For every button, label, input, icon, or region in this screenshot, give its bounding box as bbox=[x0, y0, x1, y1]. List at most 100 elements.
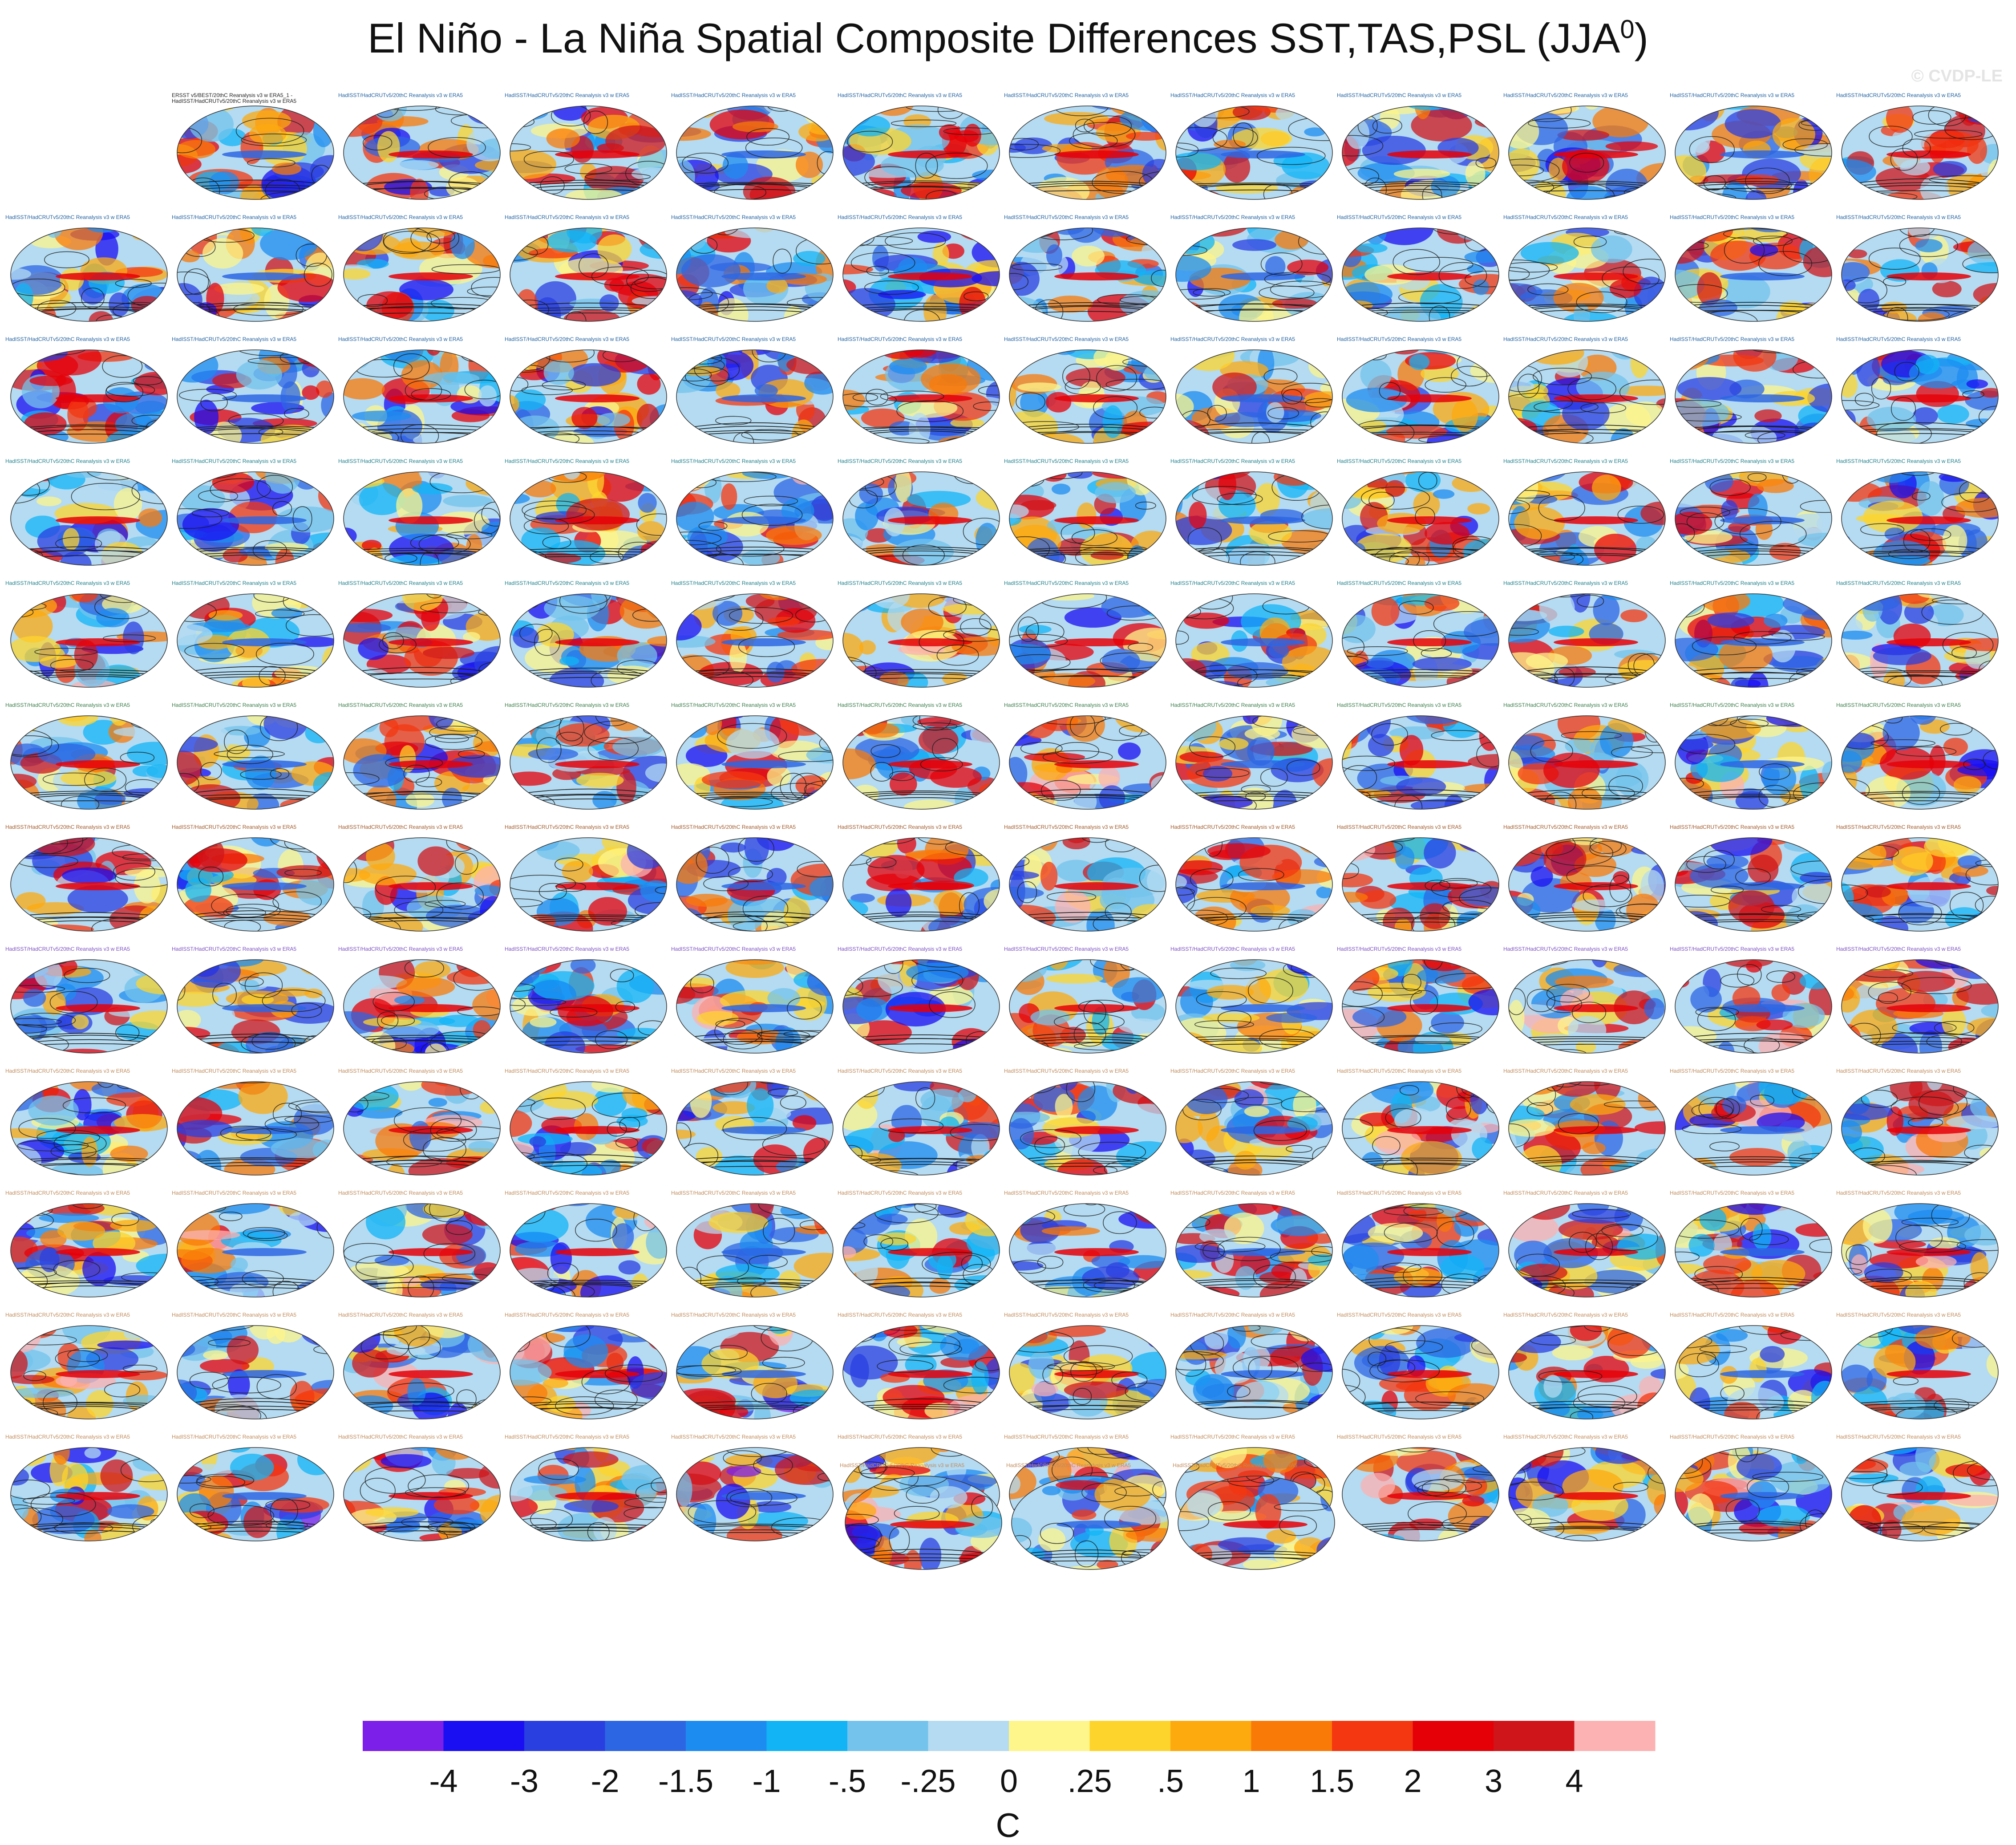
field-anomaly bbox=[1942, 525, 1967, 556]
psl-contour bbox=[1268, 587, 1334, 593]
psl-contour bbox=[870, 762, 893, 782]
field-anomaly bbox=[1700, 718, 1761, 740]
psl-contour bbox=[1883, 277, 1907, 287]
field-anomaly bbox=[510, 838, 539, 849]
field-anomaly bbox=[392, 241, 445, 260]
field-anomaly bbox=[202, 238, 243, 269]
psl-contour bbox=[1182, 794, 1326, 797]
field-anomaly bbox=[843, 680, 879, 687]
field-anomaly bbox=[1299, 675, 1332, 687]
psl-contour bbox=[1509, 260, 1550, 280]
field-anomaly bbox=[543, 360, 574, 385]
field-anomaly bbox=[1609, 279, 1642, 298]
psl-contour bbox=[943, 628, 1000, 642]
psl-contour bbox=[350, 667, 494, 673]
psl-contour bbox=[350, 791, 494, 795]
psl-contour bbox=[1009, 144, 1061, 158]
field-anomaly bbox=[405, 792, 435, 807]
map-outline bbox=[510, 227, 667, 322]
field-anomaly bbox=[1362, 135, 1426, 165]
field-anomaly bbox=[843, 964, 868, 976]
field-anomaly bbox=[399, 279, 454, 300]
psl-contour bbox=[382, 632, 404, 649]
field-anomaly bbox=[520, 681, 542, 687]
psl-contour bbox=[1393, 249, 1440, 275]
psl-contour bbox=[11, 960, 68, 966]
map-outline bbox=[10, 227, 168, 322]
field-anomaly bbox=[1273, 472, 1316, 486]
psl-contour bbox=[1182, 669, 1326, 675]
field-anomaly bbox=[547, 230, 597, 253]
field-anomaly bbox=[1268, 643, 1289, 659]
psl-contour bbox=[817, 151, 833, 175]
panel-title: HadISST/HadCRUTv5/20thC Reanalysis v3 w … bbox=[1337, 337, 1462, 342]
field-anomaly bbox=[1807, 383, 1832, 413]
map-panel: HadISST/HadCRUTv5/20thC Reanalysis v3 w … bbox=[172, 824, 336, 933]
psl-contour bbox=[510, 115, 535, 128]
map-svg bbox=[1009, 715, 1166, 810]
field-anomaly bbox=[1176, 472, 1200, 489]
field-anomaly bbox=[1813, 916, 1832, 925]
psl-contour bbox=[1190, 594, 1233, 610]
psl-contour bbox=[1264, 272, 1331, 287]
field-anomaly bbox=[397, 160, 439, 170]
field-anomaly bbox=[385, 554, 443, 565]
psl-contour bbox=[1898, 228, 1936, 237]
psl-contour bbox=[200, 762, 222, 780]
field-anomaly bbox=[1675, 312, 1696, 321]
field-anomaly bbox=[177, 716, 206, 728]
psl-contour bbox=[1342, 716, 1361, 731]
panel-grid: ERSST v5/BEST/20thC Reanalysis v3 w ERA5… bbox=[5, 93, 2000, 1570]
psl-contour bbox=[1682, 794, 1825, 797]
field-anomaly bbox=[1762, 762, 1797, 795]
map-outline bbox=[842, 715, 1000, 810]
map-panel: HadISST/HadCRUTv5/20thC Reanalysis v3 w … bbox=[1836, 458, 2000, 567]
field-anomaly bbox=[1912, 407, 1938, 425]
field-anomaly bbox=[344, 472, 367, 489]
psl-contour bbox=[1612, 465, 1667, 469]
field-anomaly bbox=[344, 476, 354, 491]
psl-contour bbox=[964, 838, 987, 842]
psl-contour bbox=[517, 307, 660, 309]
psl-contour bbox=[11, 594, 46, 600]
field-anomaly bbox=[1424, 838, 1456, 869]
psl-contour bbox=[184, 548, 327, 553]
field-anomaly bbox=[1599, 658, 1617, 683]
field-anomaly bbox=[470, 472, 497, 477]
enso-tongue bbox=[1054, 1004, 1139, 1012]
panel-title: HadISST/HadCRUTv5/20thC Reanalysis v3 w … bbox=[1503, 93, 1628, 98]
field-anomaly bbox=[136, 594, 167, 598]
map-svg bbox=[10, 959, 168, 1054]
field-anomaly bbox=[1509, 350, 1544, 358]
map-panel: HadISST/HadCRUTv5/20thC Reanalysis v3 w … bbox=[1170, 458, 1334, 567]
field-anomaly bbox=[1675, 350, 1693, 371]
psl-contour bbox=[718, 716, 763, 717]
psl-contour bbox=[683, 426, 826, 431]
enso-tongue bbox=[555, 272, 640, 280]
field-anomaly bbox=[1077, 502, 1097, 529]
field-anomaly bbox=[177, 736, 218, 752]
psl-contour bbox=[236, 350, 304, 356]
field-anomaly bbox=[146, 551, 167, 565]
psl-contour bbox=[1509, 524, 1542, 548]
psl-contour bbox=[1515, 673, 1659, 675]
psl-contour bbox=[177, 272, 211, 295]
psl-contour bbox=[17, 838, 89, 844]
psl-contour bbox=[683, 422, 826, 429]
field-anomaly bbox=[95, 232, 118, 266]
psl-contour bbox=[850, 180, 993, 185]
psl-contour bbox=[34, 648, 98, 656]
enso-tongue bbox=[1554, 1004, 1638, 1012]
map-outline bbox=[676, 471, 834, 566]
map-panel: HadISST/HadCRUTv5/20thC Reanalysis v3 w … bbox=[838, 824, 1001, 933]
map-svg bbox=[343, 715, 501, 810]
map-panel: HadISST/HadCRUTv5/20thC Reanalysis v3 w … bbox=[1836, 702, 2000, 811]
psl-contour bbox=[1509, 960, 1529, 978]
field-anomaly bbox=[1565, 738, 1594, 754]
enso-tongue bbox=[555, 760, 640, 768]
map-panel: HadISST/HadCRUTv5/20thC Reanalysis v3 w … bbox=[5, 458, 169, 567]
psl-contour bbox=[559, 594, 607, 614]
psl-contour bbox=[1016, 182, 1159, 187]
psl-contour bbox=[1509, 267, 1530, 281]
map-panel: HadISST/HadCRUTv5/20thC Reanalysis v3 w … bbox=[671, 946, 835, 1055]
